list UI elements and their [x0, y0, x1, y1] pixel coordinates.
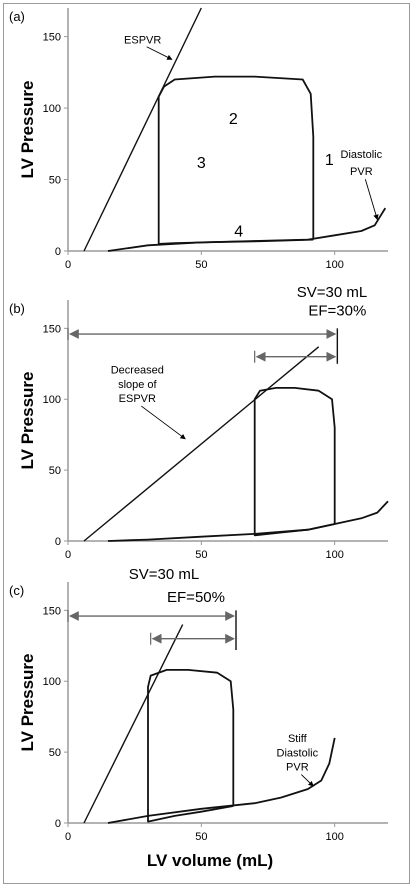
series-espvr [83, 624, 184, 824]
annotation-label: ESPVR [124, 35, 161, 47]
y-axis-title: LV Pressure [18, 654, 37, 752]
phase-number-3: 3 [197, 155, 206, 172]
annotation-label: PVR [350, 166, 373, 178]
phase-number-2: 2 [229, 111, 238, 128]
y-tick-label: 100 [43, 103, 61, 115]
annotation-label: ESPVR [119, 393, 156, 405]
x-tick-label: 0 [65, 259, 71, 271]
annotation-label: slope of [118, 379, 157, 391]
y-tick-label: 0 [55, 536, 61, 548]
panel-label: (b) [9, 301, 25, 316]
y-tick-label: 50 [49, 175, 61, 187]
x-tick-label: 100 [325, 259, 343, 271]
panel-2: 0 50 100 150 0 50 100 (b) LV Pressure SV=30 mL EF=… [9, 284, 389, 561]
x-axis-title: LV volume (mL) [147, 851, 273, 870]
stroke-metric-label: EF=30% [308, 303, 366, 320]
y-tick-label: 50 [49, 465, 61, 477]
series-dpvr [107, 207, 387, 252]
y-tick-label: 150 [43, 32, 61, 44]
x-tick-label: 50 [195, 259, 207, 271]
y-tick-label: 100 [43, 676, 61, 688]
y-tick-label: 150 [43, 323, 61, 335]
annotation-pointer [364, 179, 379, 221]
annotation-label: Diastolic [277, 747, 319, 759]
y-tick-label: 50 [49, 747, 61, 759]
y-axis-title: LV Pressure [18, 372, 37, 470]
x-tick-label: 0 [65, 549, 71, 561]
stroke-metric-label: SV=30 mL [129, 566, 199, 583]
series-espvr [83, 346, 320, 542]
stroke-metric-label: SV=30 mL [297, 284, 367, 301]
y-axis-title: LV Pressure [18, 81, 37, 179]
series-pv_loop [253, 387, 336, 537]
annotation-label: Diastolic [341, 149, 383, 161]
series-pv_loop [157, 75, 315, 245]
annotation-pointer [301, 774, 314, 787]
y-tick-label: 0 [55, 246, 61, 258]
y-tick-label: 0 [55, 818, 61, 830]
y-tick-label: 150 [43, 605, 61, 617]
phase-number-1: 1 [325, 152, 334, 169]
stroke-metric-label: EF=50% [167, 589, 225, 606]
series-dpvr [107, 737, 336, 824]
x-tick-label: 100 [325, 549, 343, 561]
annotation-pointer [141, 405, 186, 440]
annotation-pointer [146, 46, 173, 60]
x-tick-label: 50 [195, 831, 207, 843]
panel-1: 0 50 100 150 0 50 100 (a) LV Pressure ESPVR 1 2 3 4 Di… [9, 7, 388, 271]
phase-number-4: 4 [234, 224, 243, 241]
annotation-label: Stiff [288, 733, 308, 745]
y-tick-label: 100 [43, 394, 61, 406]
x-tick-label: 100 [325, 831, 343, 843]
series-espvr [83, 7, 202, 252]
panel-label: (c) [9, 583, 24, 598]
panel-3: 0 50 100 150 0 50 100 (c) LV Pressure SV=30 mL EF=… [9, 566, 388, 843]
annotation-label: Decreased [111, 365, 164, 377]
x-tick-label: 0 [65, 831, 71, 843]
series-pv_loop [147, 669, 235, 823]
panel-label: (a) [9, 9, 25, 24]
series-dpvr [107, 500, 389, 542]
annotation-label: PVR [286, 762, 309, 774]
x-tick-label: 50 [195, 549, 207, 561]
